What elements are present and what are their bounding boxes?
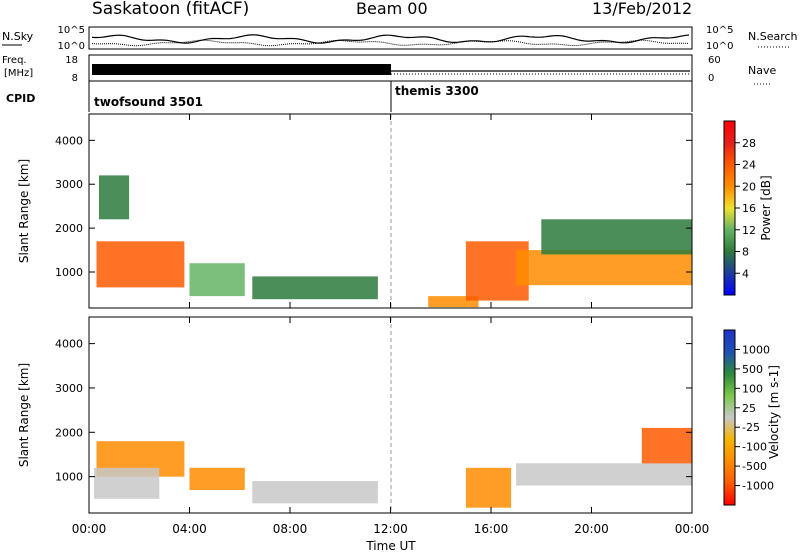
- power-ytick-2: 3000: [55, 178, 83, 191]
- scatter-region-2: [189, 263, 245, 297]
- date-label: 13/Feb/2012: [592, 0, 692, 18]
- noise-left-tick-top: 10^5: [58, 25, 85, 36]
- scatter-region-7: [541, 219, 693, 255]
- x-tick-0: 00:00: [72, 522, 107, 536]
- x-axis-label: Time UT: [365, 539, 416, 553]
- x-tick-5: 20:00: [574, 522, 609, 536]
- scatter-region-1: [94, 467, 160, 499]
- velocity-colorbar-tick-4: -25: [742, 421, 760, 434]
- velocity-colorbar-label: Velocity [m s-1]: [767, 365, 781, 459]
- velocity-colorbar-tick-7: -1000: [742, 480, 774, 493]
- power-panel: 1000 2000 3000 4000 Slant Range [km] 28 24 20…: [17, 113, 773, 309]
- x-tick-2: 08:00: [273, 522, 308, 536]
- power-colorbar-tick-5: 8: [742, 246, 749, 259]
- noise-left-label: N.Sky: [2, 30, 34, 43]
- noise-right-tick-top: 10^5: [706, 25, 733, 36]
- scatter-region-0: [96, 241, 185, 288]
- velocity-colorbar: [723, 329, 736, 506]
- scatter-region-3: [252, 481, 378, 504]
- power-ytick-3: 4000: [55, 134, 83, 147]
- power-colorbar-label: Power [dB]: [759, 175, 773, 240]
- velocity-ylabel: Slant Range [km]: [17, 363, 31, 467]
- power-ytick-1: 2000: [55, 222, 83, 235]
- figure-title: Saskatoon (fitACF): [92, 0, 249, 19]
- power-colorbar-tick-3: 16: [742, 202, 756, 215]
- velocity-colorbar-tick-3: 25: [742, 402, 756, 415]
- scatter-region-4: [465, 467, 512, 508]
- frequency-panel: Freq. [MHz] Nave 18 8 60 0: [2, 54, 776, 85]
- beam-label: Beam 00: [356, 0, 428, 18]
- velocity-colorbar-tick-0: 1000: [742, 343, 770, 356]
- freq-tick-top: 18: [65, 55, 78, 66]
- power-ylabel: Slant Range [km]: [17, 159, 31, 263]
- x-tick-1: 04:00: [172, 522, 207, 536]
- x-tick-3: 12:00: [373, 522, 408, 536]
- noise-panel: N.Sky N.Search 10^5 10^0 10^5 10^0: [2, 25, 798, 52]
- scatter-region-6: [516, 250, 692, 286]
- x-axis: 00:00 04:00 08:00 12:00 16:00 20:00 00:00: [72, 114, 710, 536]
- freq-unit-label: [MHz]: [4, 68, 33, 79]
- scatter-region-5: [516, 463, 692, 486]
- frequency-band-twofsound: [92, 64, 391, 75]
- power-colorbar-tick-4: 12: [742, 224, 756, 237]
- scatter-region-2: [189, 467, 245, 490]
- cpid-label: CPID: [6, 92, 35, 105]
- x-tick-6: 00:00: [675, 522, 710, 536]
- velocity-ytick-3: 4000: [55, 338, 83, 351]
- velocity-ytick-1: 2000: [55, 426, 83, 439]
- noise-left-tick-bottom: 10^0: [58, 41, 85, 52]
- cpid-panel: CPID twofsound 3501 themis 3300: [6, 81, 693, 112]
- freq-tick-bottom: 8: [72, 73, 78, 84]
- velocity-colorbar-tick-1: 500: [742, 363, 763, 376]
- power-colorbar-tick-2: 20: [742, 180, 756, 193]
- velocity-colorbar-tick-6: -500: [742, 460, 767, 473]
- velocity-colorbar-tick-2: 100: [742, 382, 763, 395]
- scatter-region-4: [428, 296, 479, 308]
- freq-label: Freq.: [2, 55, 27, 66]
- noise-sky-line: [91, 34, 690, 44]
- power-colorbar-tick-6: 4: [742, 267, 749, 280]
- x-tick-4: 16:00: [474, 522, 509, 536]
- power-ytick-0: 1000: [55, 266, 83, 279]
- velocity-panel: 1000 2000 3000 4000 Slant Range [km] 1000 50…: [17, 316, 781, 514]
- noise-right-tick-bottom: 10^0: [706, 41, 733, 52]
- noise-right-label: N.Search: [748, 30, 798, 43]
- power-colorbar-tick-0: 28: [742, 137, 756, 150]
- noise-search-line: [91, 39, 690, 47]
- power-colorbar: [723, 120, 736, 296]
- velocity-ytick-0: 1000: [55, 471, 83, 484]
- cpid-program-1: themis 3300: [395, 84, 479, 98]
- scatter-region-1: [99, 175, 130, 220]
- nave-label: Nave: [748, 64, 776, 77]
- power-colorbar-tick-1: 24: [742, 159, 756, 172]
- velocity-ytick-2: 3000: [55, 382, 83, 395]
- velocity-colorbar-tick-5: -100: [742, 441, 767, 454]
- scatter-region-6: [641, 427, 693, 464]
- nave-tick-top: 60: [708, 55, 721, 66]
- cpid-program-0: twofsound 3501: [94, 95, 203, 109]
- nave-tick-bottom: 0: [708, 73, 714, 84]
- scatter-region-3: [252, 276, 378, 300]
